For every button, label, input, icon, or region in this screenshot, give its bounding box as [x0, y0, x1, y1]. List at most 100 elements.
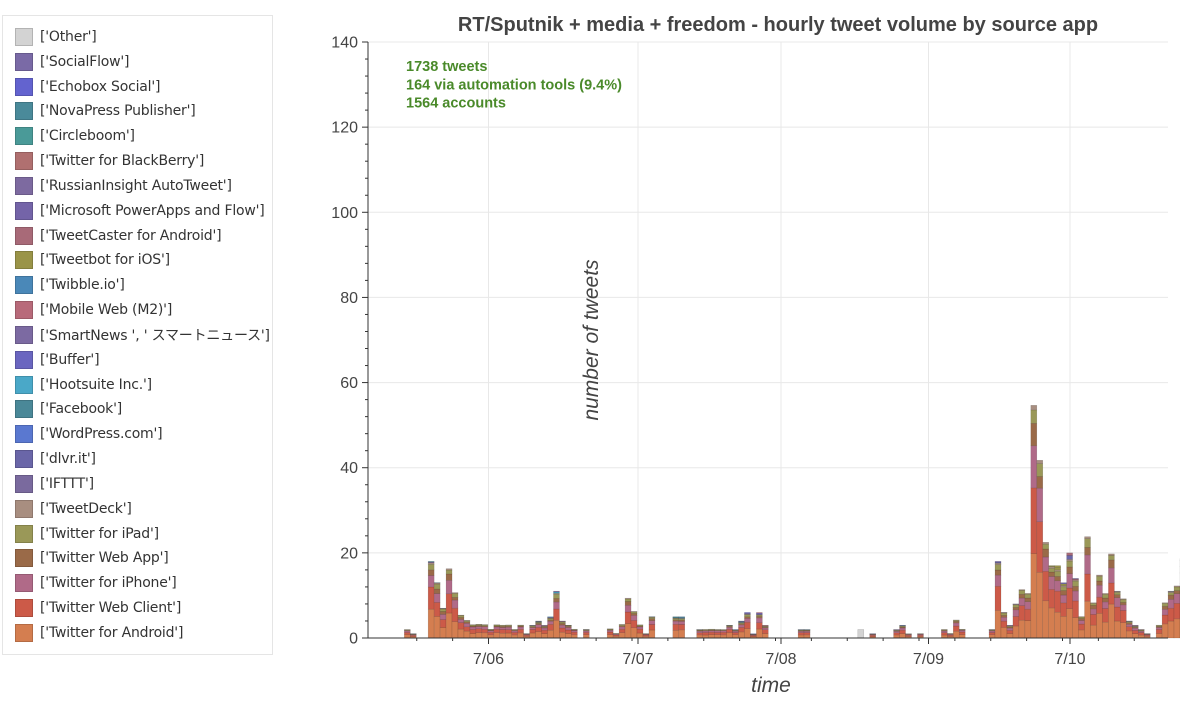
bar-segment	[648, 624, 656, 631]
bar-segment	[726, 627, 733, 630]
bar-segment	[1120, 602, 1127, 606]
bar-segment	[1078, 623, 1085, 631]
legend-label: ['Twitter Web App']	[40, 550, 169, 567]
bar-segment	[475, 626, 483, 629]
bar-segment	[803, 632, 811, 636]
legend-item: ['TweetDeck']	[15, 499, 132, 519]
bar-segment	[481, 629, 489, 634]
bar-segment	[624, 611, 632, 624]
legend-swatch	[15, 549, 33, 568]
bar-segment	[1120, 599, 1127, 603]
bar-segment	[469, 629, 477, 634]
bar-segment	[433, 602, 441, 617]
bar-segment	[451, 599, 459, 609]
y-tick-label: 100	[331, 205, 358, 222]
bar-segment	[475, 632, 483, 639]
legend-swatch	[15, 201, 33, 220]
bar-segment	[1060, 616, 1067, 639]
bar-segment	[1024, 608, 1032, 621]
bar-segment	[648, 629, 656, 639]
bar-segment	[493, 626, 501, 630]
legend-label: ['Hootsuite Inc.']	[40, 376, 152, 393]
bar-segment	[857, 629, 865, 639]
legend-swatch	[15, 474, 33, 493]
bar-segment	[994, 585, 1002, 611]
chart-title: RT/Sputnik + media + freedom - hourly tw…	[458, 14, 1098, 36]
bar-segment	[433, 582, 441, 585]
bar-segment	[427, 561, 435, 563]
bar-segment	[427, 586, 435, 610]
x-tick-label: 7/07	[622, 651, 653, 668]
bar-segment	[1120, 610, 1127, 623]
bar-segment	[1036, 460, 1044, 464]
legend-swatch	[15, 127, 33, 146]
bar-segment	[547, 624, 554, 631]
y-tick-label: 0	[349, 631, 358, 648]
bar-segment	[762, 629, 769, 634]
bar-segment	[636, 628, 644, 634]
bar-segment	[1060, 594, 1067, 604]
legend-swatch	[15, 325, 33, 344]
bar-segment	[756, 616, 763, 619]
bar-segment	[1084, 536, 1091, 539]
bar-segment	[1155, 627, 1163, 630]
bar-segment	[535, 627, 542, 632]
bar-segment	[726, 626, 733, 628]
bar-segment	[1084, 538, 1091, 548]
bar-segment	[1126, 626, 1133, 632]
bar-segment	[481, 625, 489, 628]
bar-segment	[1090, 614, 1097, 626]
bar-segment	[1161, 614, 1169, 625]
bar-segment	[1161, 623, 1169, 639]
bar-segment	[1173, 585, 1180, 588]
bar-segment	[1072, 617, 1079, 639]
bar-segment	[559, 631, 566, 639]
bar-segment	[493, 628, 501, 633]
bar-segment	[1108, 559, 1115, 569]
y-tick-label: 40	[340, 460, 358, 477]
annotation-line: 1738 tweets	[406, 59, 487, 75]
bar-segment	[553, 591, 560, 594]
legend-swatch	[15, 176, 33, 195]
bar-segment	[893, 632, 900, 636]
bar-segment	[529, 629, 536, 634]
legend-label: ['Tweetbot for iOS']	[40, 252, 170, 269]
annotation-block: 1738 tweets 164 via automation tools (9.4…	[406, 59, 622, 112]
bar-segment	[1036, 521, 1044, 573]
legend-item: ['WordPress.com']	[15, 424, 163, 444]
bar-segment	[451, 593, 459, 598]
bar-segment	[451, 597, 459, 601]
bar-segment	[1126, 624, 1133, 627]
bar-segment	[457, 615, 465, 618]
legend-item: ['Microsoft PowerApps and Flow']	[15, 201, 265, 221]
bar-segment	[1048, 589, 1055, 609]
bar-segment	[1030, 445, 1038, 489]
bar-segment	[1006, 627, 1014, 631]
bar-segment	[1155, 633, 1163, 639]
bar-segment	[565, 627, 572, 631]
bar-segment	[1054, 567, 1061, 571]
bar-segment	[618, 632, 626, 639]
bar-segment	[1066, 555, 1073, 560]
bar-segment	[499, 627, 506, 630]
bar-segment	[439, 611, 447, 615]
bar-segment	[606, 631, 614, 635]
bar-segment	[535, 631, 542, 639]
legend-item: ['Circleboom']	[15, 126, 135, 146]
bar-segment	[1036, 476, 1044, 489]
bar-segment	[457, 617, 465, 620]
legend-label: ['SmartNews ', ' スマートニュース']	[40, 327, 270, 344]
bar-segment	[738, 631, 745, 639]
bar-segment	[1102, 593, 1109, 595]
bar-segment	[1024, 601, 1032, 610]
bar-segment	[1155, 629, 1163, 634]
bar-segment	[571, 631, 578, 636]
bar-segment	[1072, 590, 1079, 602]
bar-segment	[1030, 553, 1038, 639]
bar-segment	[1024, 597, 1032, 602]
bar-segment	[457, 628, 465, 639]
bar-segment	[547, 621, 554, 625]
bar-segment	[1066, 573, 1073, 589]
bar-segment	[756, 628, 763, 639]
bar-segment	[535, 624, 542, 628]
